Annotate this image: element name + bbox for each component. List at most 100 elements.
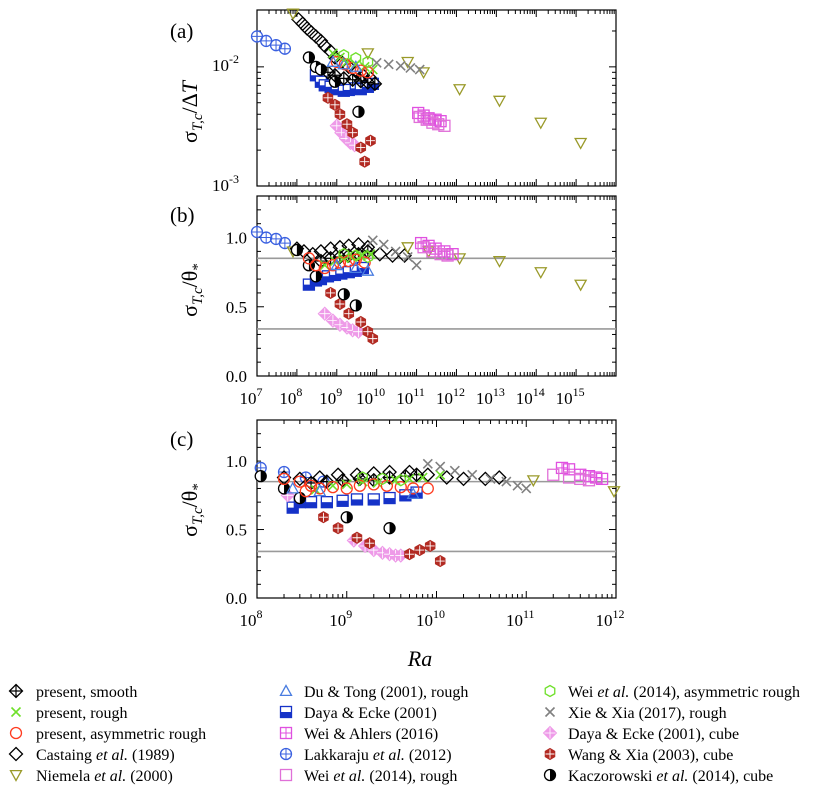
legend-label-wei-ahlers: Wei & Ahlers (2016) bbox=[304, 726, 438, 743]
x-tick-label: 1010 bbox=[416, 607, 445, 630]
ytick-label-1e-3: 10-3 bbox=[212, 172, 239, 195]
data-point bbox=[303, 24, 319, 40]
x-tick-label: 1010 bbox=[356, 385, 385, 408]
data-point bbox=[395, 473, 407, 487]
legend-marker-kaczorowski bbox=[543, 768, 557, 782]
data-point bbox=[438, 119, 451, 132]
data-point bbox=[574, 279, 588, 292]
data-point bbox=[309, 259, 323, 272]
series-wang_xia bbox=[322, 91, 376, 168]
legend-marker-present-rough bbox=[10, 706, 22, 718]
panel-b-xticklabels: 107 108 109 1010 1011 1012 1013 1014 1015 bbox=[240, 385, 585, 408]
data-point bbox=[364, 537, 375, 550]
panel-c-frame bbox=[256, 419, 617, 599]
data-point bbox=[574, 137, 588, 150]
data-point bbox=[477, 471, 493, 487]
legend-label-lakkaraju: Lakkaraju et al. (2012) bbox=[304, 747, 452, 764]
data-point bbox=[547, 468, 560, 481]
panel-b-ticks bbox=[256, 195, 617, 377]
data-point bbox=[323, 43, 339, 59]
data-point bbox=[340, 482, 353, 495]
series-daya_ecke bbox=[286, 486, 423, 514]
data-point bbox=[413, 110, 426, 124]
legend-label-xie-xia: Xie & Xia (2017), rough bbox=[568, 705, 727, 722]
data-point bbox=[326, 259, 340, 272]
data-point bbox=[350, 493, 364, 506]
data-point bbox=[302, 51, 316, 64]
series-present_asym bbox=[302, 252, 371, 275]
data-point bbox=[512, 480, 523, 491]
legend-marker-present-smooth bbox=[8, 683, 24, 699]
svg-text:σT,c/θ*: σT,c/θ* bbox=[177, 483, 206, 537]
data-point bbox=[341, 479, 352, 490]
data-point bbox=[250, 225, 264, 239]
data-point bbox=[378, 239, 389, 250]
legend-marker-daya-ecke bbox=[279, 705, 293, 719]
series-wei2014_rough bbox=[417, 241, 454, 262]
x-tick-label: 1014 bbox=[516, 385, 545, 408]
data-point bbox=[350, 249, 362, 262]
data-point bbox=[526, 475, 540, 488]
data-point bbox=[449, 465, 460, 476]
data-point bbox=[326, 55, 340, 67]
data-point bbox=[367, 332, 379, 345]
data-point bbox=[435, 461, 446, 472]
data-point bbox=[377, 472, 388, 486]
data-point bbox=[338, 49, 350, 62]
data-point bbox=[318, 261, 331, 275]
data-point bbox=[322, 91, 334, 104]
x-tick-label: 1015 bbox=[556, 385, 585, 408]
data-point bbox=[438, 245, 451, 258]
x-tick-label: 108 bbox=[279, 385, 302, 408]
data-point bbox=[372, 246, 388, 262]
data-point bbox=[349, 299, 362, 312]
series-xie_xia bbox=[371, 57, 425, 75]
panel-a-label: (a) bbox=[170, 19, 193, 43]
data-point bbox=[394, 480, 407, 494]
data-point bbox=[434, 554, 446, 568]
data-point bbox=[365, 134, 376, 147]
data-point bbox=[338, 247, 350, 261]
series-wang_xia bbox=[325, 286, 379, 345]
x-tick-label: 1012 bbox=[596, 607, 625, 630]
legend-marker-glyph bbox=[279, 705, 293, 719]
panel-c-xticklabels: 108 109 1010 1011 1012 bbox=[240, 607, 625, 630]
data-point bbox=[397, 248, 412, 263]
data-point bbox=[334, 297, 346, 311]
legend-marker-glyph bbox=[543, 768, 557, 782]
legend-marker-wei-ahlers bbox=[279, 726, 293, 740]
data-point bbox=[313, 33, 329, 49]
x-tick-label: 108 bbox=[240, 607, 263, 630]
data-point bbox=[420, 467, 436, 483]
data-point bbox=[302, 252, 316, 265]
series-daya_cube bbox=[317, 306, 366, 339]
panel-c-yticklabels: 0.0 0.5 1.0 bbox=[226, 452, 247, 608]
data-point bbox=[452, 253, 467, 266]
series-wei2014_rough bbox=[413, 110, 451, 132]
legend-marker-du-tong bbox=[279, 684, 293, 697]
data-point bbox=[353, 479, 367, 492]
data-point bbox=[336, 494, 349, 507]
data-point bbox=[367, 493, 380, 506]
data-point bbox=[320, 496, 333, 509]
data-point bbox=[334, 108, 346, 121]
data-point bbox=[308, 29, 324, 44]
data-point bbox=[492, 256, 507, 268]
data-point bbox=[534, 267, 548, 279]
data-point bbox=[467, 469, 478, 480]
series-lakkaraju bbox=[250, 30, 292, 55]
data-point bbox=[404, 473, 415, 484]
x-tick-label: 1012 bbox=[436, 385, 465, 408]
legend-col-1: present, smooth present, rough present, … bbox=[8, 683, 206, 785]
data-point bbox=[501, 476, 512, 487]
legend-label-present-smooth: present, smooth bbox=[36, 684, 137, 701]
panel-a-yticklabels: 10-2 10-3 bbox=[212, 52, 239, 195]
legend-marker-glyph bbox=[10, 706, 22, 718]
data-point bbox=[352, 105, 365, 118]
data-point bbox=[313, 482, 326, 495]
series-kaczorowski bbox=[254, 469, 396, 535]
data-point bbox=[357, 471, 368, 484]
y-tick-label: 0.5 bbox=[226, 298, 247, 317]
data-point bbox=[417, 472, 428, 483]
legend-label-castaing: Castaing et al. (1989) bbox=[36, 747, 175, 764]
